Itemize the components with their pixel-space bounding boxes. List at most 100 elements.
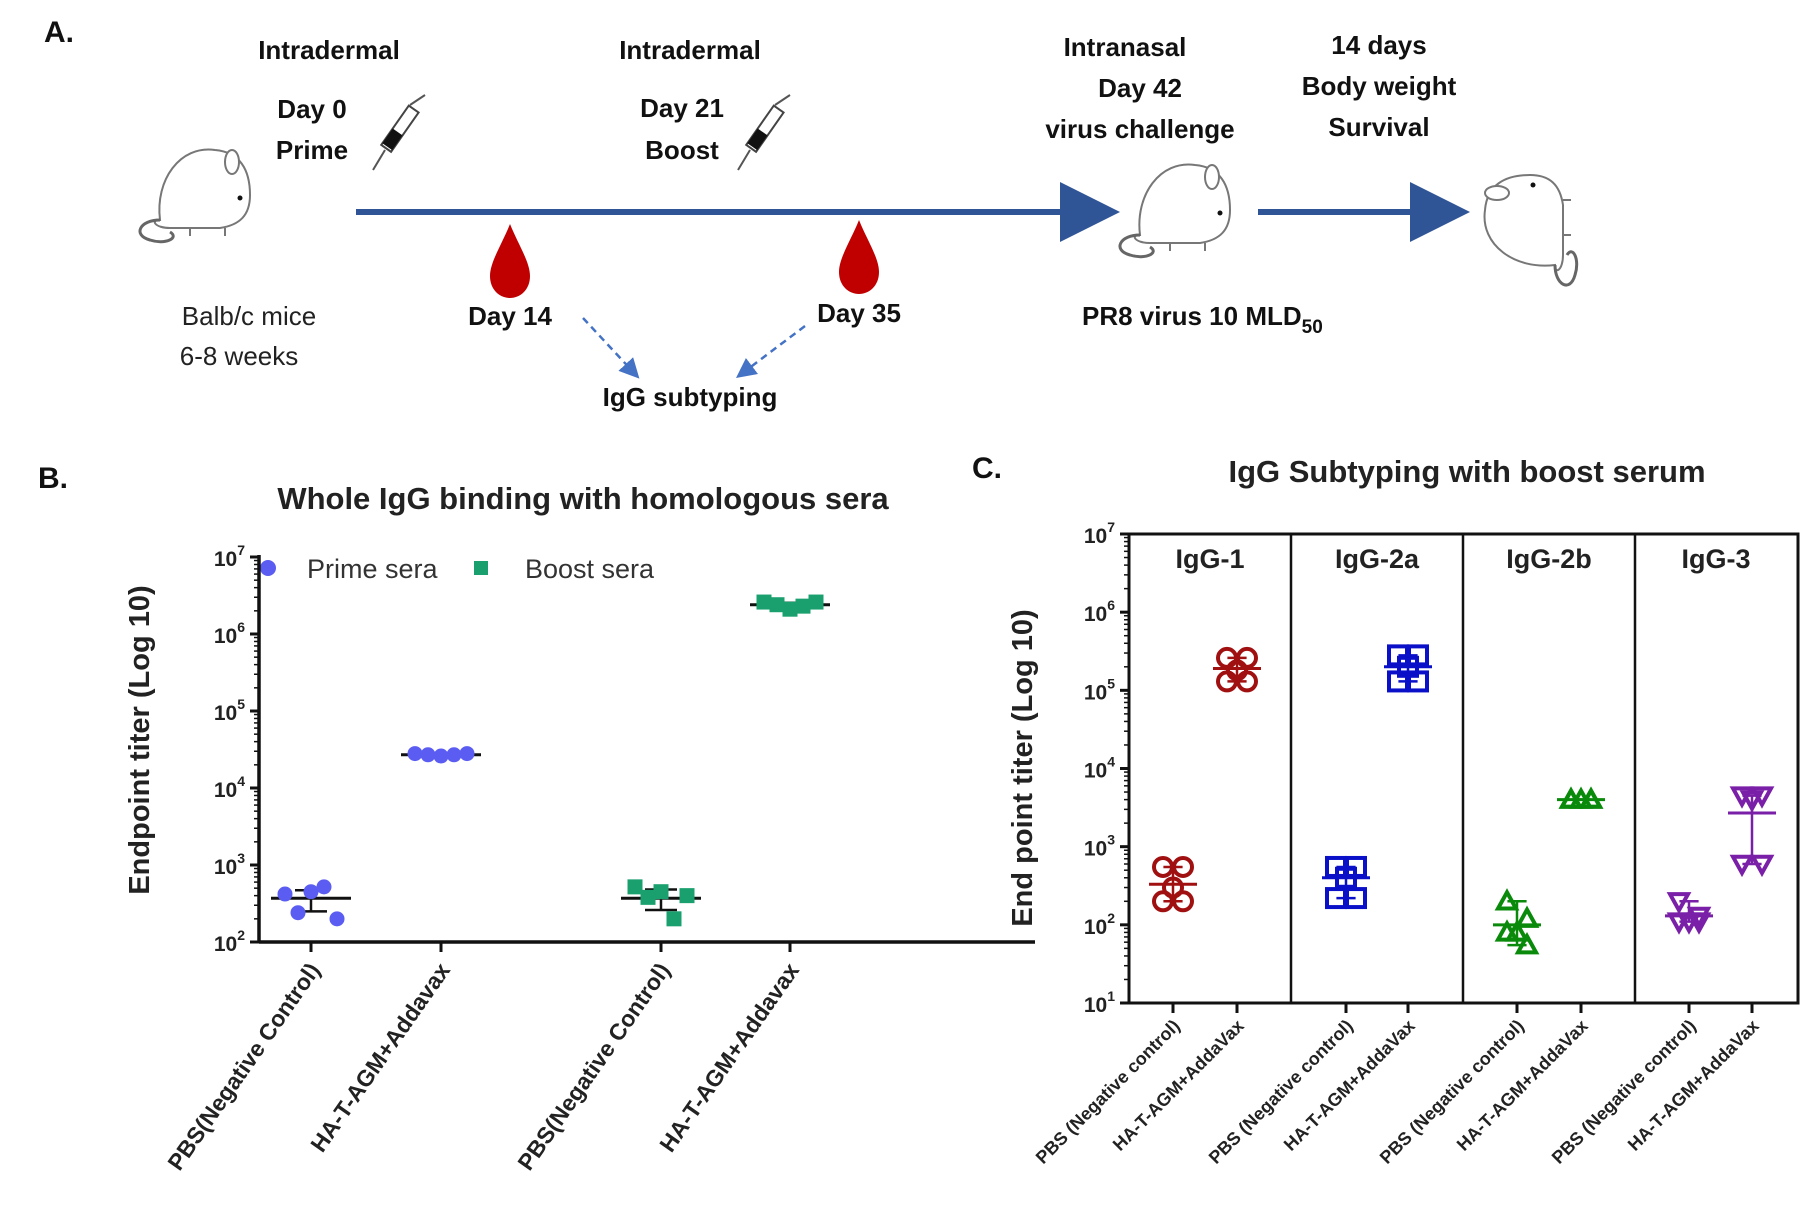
data-point [1749,854,1775,878]
data-point [329,911,345,927]
data-point [1739,790,1765,813]
subpanel-title: IgG-2a [1335,544,1420,574]
data-point [653,884,669,900]
chart-title: Whole IgG binding with homologous sera [277,481,889,516]
y-tick-label: 107 [214,542,245,571]
data-point [407,746,423,762]
panel-b-chart: B. Whole IgG binding with homologous ser… [38,462,1035,1175]
data-point [1514,905,1540,928]
legend-label-boost: Boost sera [525,554,655,584]
data-point [316,879,332,895]
panel-b-label: B. [38,462,68,495]
y-tick-label: 106 [1084,597,1115,626]
data-point [1345,887,1367,910]
data-point [1162,876,1184,899]
blood-drop-icon [490,224,530,298]
data-point [1407,670,1429,693]
data-point [1666,892,1692,915]
y-axis-label: Endpoint titer (Log 10) [124,585,156,894]
panel-a-label: A. [44,16,74,49]
data-point [1494,919,1520,942]
prime-route: Intradermal [258,35,400,65]
syringe-icon [372,94,426,171]
data-point [1172,855,1194,878]
data-point [290,905,306,921]
legend-label-prime: Prime sera [307,554,439,584]
mice-age: 6-8 weeks [180,341,299,371]
data-point [420,747,436,763]
dead-mouse-icon [1483,173,1579,287]
y-tick-label: 107 [1084,519,1115,548]
y-tick-label: 104 [1084,754,1115,783]
x-tick-label: PBS(Negative Control) [512,958,675,1175]
panel-c-chart: C. IgG Subtyping with boost serum End po… [972,452,1800,1168]
data-point [679,888,695,904]
boost-day: Day 21 [640,93,724,123]
prime-label: Prime [276,135,348,165]
dashed-arrow [736,325,806,379]
data-point [1686,912,1712,935]
data-point [795,598,811,614]
blood-drop-icon [839,220,879,294]
panel-a-schematic: A. Intradermal Day 0 Prime Intradermal D… [44,16,1579,412]
y-axis-label: End point titer (Log 10) [1007,609,1039,926]
data-point [1558,786,1584,809]
y-tick-label: 105 [1084,675,1115,704]
data-point [1666,912,1692,935]
data-point [277,886,293,902]
followup-metric-weight: Body weight [1302,71,1457,101]
data-point [666,911,682,927]
mouse-icon [1118,163,1232,259]
data-point [808,594,824,610]
x-tick-label: PBS(Negative Control) [162,958,325,1175]
data-point [1578,786,1604,809]
subpanel-title: IgG-3 [1681,544,1750,574]
data-point [627,879,643,895]
y-tick-label: 103 [1084,832,1115,861]
syringe-icon [737,94,791,171]
boost-label: Boost [645,135,719,165]
x-tick-label: HA-T-AGM+AddaVax [1624,1016,1763,1155]
bleed-day-35: Day 35 [817,298,901,328]
dashed-arrow [582,317,640,379]
y-tick-label: 102 [1084,910,1115,939]
panel-c-label: C. [972,452,1002,485]
y-tick-label: 105 [214,696,245,725]
y-tick-label: 104 [214,773,245,802]
data-point [756,594,772,610]
y-tick-label: 103 [214,850,245,879]
prime-day: Day 0 [277,94,346,124]
data-point [1514,932,1540,955]
challenge-day: Day 42 [1098,73,1182,103]
chart-title: IgG Subtyping with boost serum [1228,454,1705,489]
mouse-icon [138,148,252,244]
challenge-route: Intranasal [1064,32,1187,62]
data-point [433,748,449,764]
challenge-label: virus challenge [1045,114,1234,144]
legend: Prime sera Boost sera [260,554,655,584]
subpanel-title: IgG-1 [1175,544,1244,574]
legend-marker-boost [474,561,488,575]
data-point [1172,890,1194,913]
data-point [1236,670,1258,693]
boost-route: Intradermal [619,35,761,65]
data-point [1335,866,1357,889]
y-tick-label: 101 [1084,988,1115,1017]
data-point [769,597,785,613]
followup-duration: 14 days [1331,30,1426,60]
subpanel-title: IgG-2b [1506,544,1592,574]
legend-marker-prime [260,560,276,576]
y-tick-label: 102 [214,927,245,956]
x-tick-label: HA-T-AGM+Addavax [305,958,455,1157]
virus-dose: PR8 virus 10 MLD50 [1082,301,1323,338]
data-point [782,601,798,617]
bleed-day-14: Day 14 [468,301,552,331]
mice-strain: Balb/c mice [182,301,316,331]
data-point [303,884,319,900]
data-point [446,747,462,763]
data-point [640,889,656,905]
followup-metric-survival: Survival [1328,112,1429,142]
x-tick-label: HA-T-AGM+Addavax [654,958,804,1157]
y-tick-label: 106 [214,619,245,648]
